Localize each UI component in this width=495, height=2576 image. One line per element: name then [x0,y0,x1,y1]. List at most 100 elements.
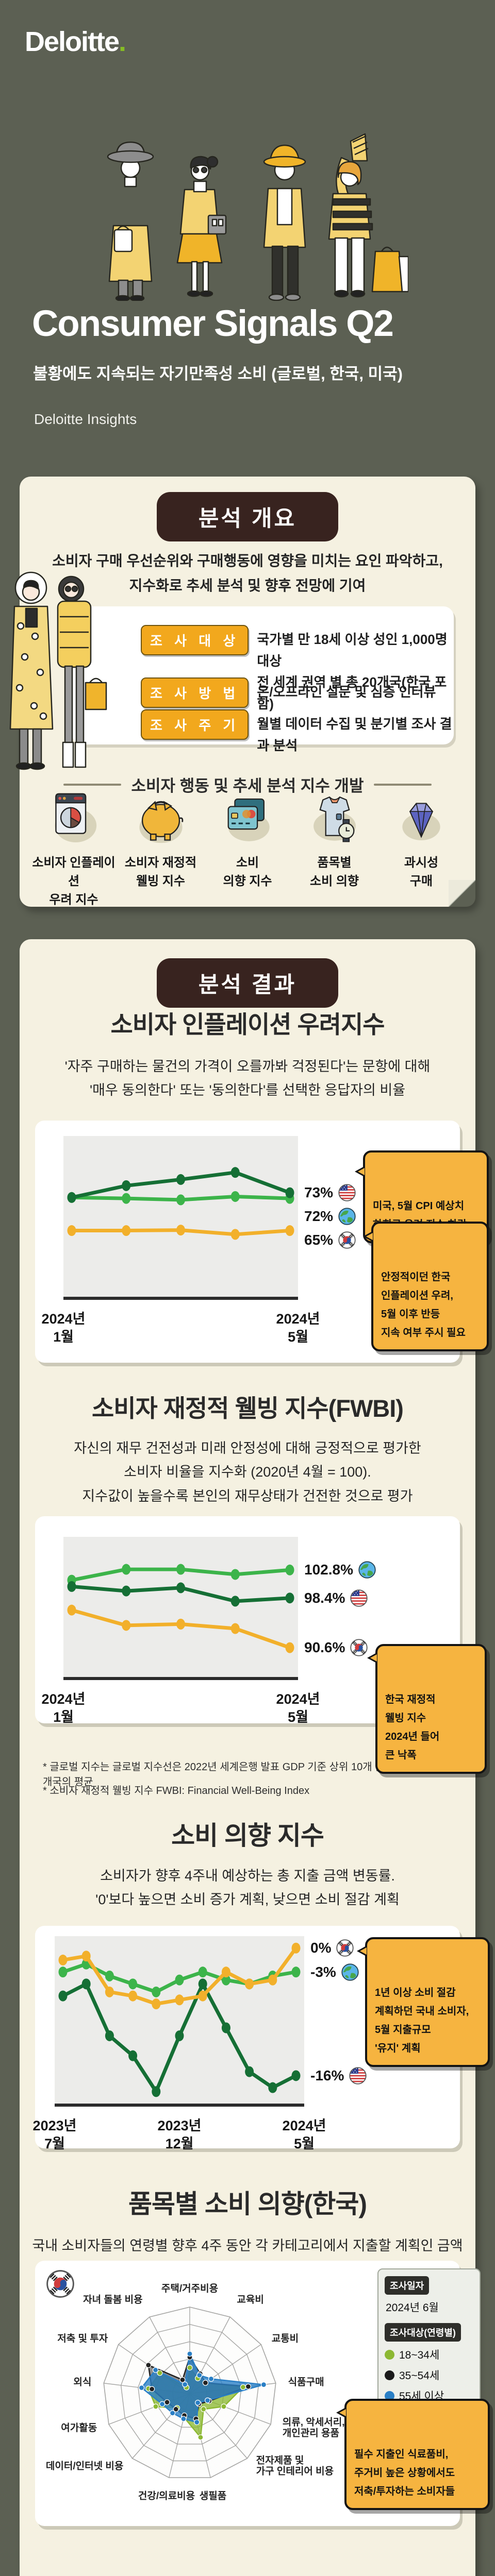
series-end-label: 65% [304,1229,356,1251]
svg-text:전자제품 및가구 인테리어 비용: 전자제품 및 가구 인테리어 비용 [256,2455,334,2477]
index-conspicuous: 과시성 구매 [378,786,464,909]
bubble-tail-icon [355,1166,365,1177]
s1-desc: '자주 구매하는 물건의 가격이 오를까봐 걱정된다'는 문항에 대해 '매우 … [64,1059,431,1098]
svg-text:저축 및 투자: 저축 및 투자 [57,2333,108,2344]
shirt-watch-icon [292,786,377,846]
s1-plot-area [63,1136,298,1300]
survey-target-text: 국가별 만 18세 이상 성인 1,000명 대상 전 세계 권역 별 총 20… [257,632,448,711]
svg-text:의류, 악세서리,개인관리 용품: 의류, 악세서리, 개인관리 용품 [283,2417,345,2439]
indices-divider-title: 소비자 행동 및 추세 분석 지수 개발 [20,773,475,796]
s2-x-axis: 2024년 1월 2024년 5월 [25,1690,337,1726]
x-axis-label: 2024년 1월 [41,1311,86,1345]
page-curl [449,880,475,907]
bubble-tail-icon [357,1945,367,1957]
s3-chart-card: 0% -3% -16% 2023년 7월 2023년 12월 2024년 5월 1년… [33,1926,490,2151]
x-axis-label: 2024년 5월 [276,1691,320,1725]
shoppers-illustration [107,133,408,301]
series-end-label: -3% [310,1961,359,1983]
page-title: Consumer Signals Q2 [32,303,394,344]
index-category-intent: 품목별 소비 의향 [292,786,377,909]
svg-text:생필품: 생필품 [200,2490,226,2502]
piggy-bank-icon [118,786,204,846]
x-axis-label: 2024년 5월 [282,2118,326,2152]
survey-method-text: 온/오프라인 설문 및 심층 인터뷰 [257,684,436,700]
survey-target-badge: 조 사 대 상 [141,625,249,655]
korea-flag-icon [45,2269,75,2299]
diamond-icon [378,786,464,846]
bubble-tail-icon [363,1231,373,1242]
s2-callout-kr: 한국 재정적 웰빙 지수 2024년 들어 큰 낙폭 [367,1644,487,1774]
s3-callout-kr: 1년 이상 소비 절감 계획하던 국내 소비자, 5월 지출규모 '유지' 계획 [357,1937,490,2067]
overview-badge: 분석 개요 [157,492,338,541]
radar-legend: 조사일자 2024년 6월 조사대상(연령별) 18~34세 35~54세 55… [377,2268,481,2411]
inflation-meter-icon [31,786,117,846]
s2-footnote-2: * 소비자 재정적 웰빙 지수 FWBI: Financial Well-Bei… [43,1785,310,1797]
x-axis-label: 2023년 12월 [157,2118,202,2152]
s2-chart-card: 102.8% 98.4% 90.6% 2024년 1월 2024년 5월 한국 재… [35,1516,487,1774]
credit-card-icon [205,786,290,846]
s3-x-axis: 2023년 7월 2023년 12월 2024년 5월 [16,2117,343,2153]
logo-green-dot-icon: . [119,26,126,57]
deloitte-logo: Deloitte. [25,26,126,57]
s1-chart-card: 73% 72% 65% 2024년 1월 2024년 5월 미국, 5월 CPI … [35,1121,489,1363]
survey-date-badge: 조사일자 [385,2276,430,2295]
series-end-label: -16% [310,2065,367,2087]
svg-text:외식: 외식 [73,2376,91,2387]
svg-text:자녀 돌봄 비용: 자녀 돌봄 비용 [83,2294,142,2306]
x-axis-label: 2024년 5월 [276,1311,320,1345]
x-axis-label: 2023년 7월 [32,2118,77,2152]
s4-callout: 필수 지출인 식료품비, 주거비 높은 상황에서도 저축/투자하는 소비자들 [336,2399,490,2510]
s2-title: 소비자 재정적 웰빙 지수(FWBI) [92,1395,404,1422]
s5-title: 과시성 구매 [20,2570,475,2576]
svg-text:여가활동: 여가활동 [61,2422,97,2434]
s3-title: 소비 의향 지수 [171,1821,324,1850]
s4-desc: 국내 소비자들의 연령별 향후 4주 동안 각 카테고리에서 지출할 계획인 금… [32,2238,463,2253]
series-end-label: 72% [304,1206,356,1227]
s4-title: 품목별 소비 의향(한국) [128,2190,367,2218]
series-end-label: 102.8% [304,1559,376,1581]
legend-item-18-34: 18~34세 [385,2347,473,2362]
bubble-tail-icon [367,1652,377,1664]
survey-target-age-badge: 조사대상(연령별) [385,2323,461,2342]
survey-cycle-text: 월별 데이터 수집 및 분기별 조사 결과 분석 [257,716,452,753]
overview-intro: 소비자 구매 우선순위와 구매행동에 영향을 미치는 요인 파악하고, 지수화로… [52,553,443,594]
indices-row: 소비자 인플레이션 우려 지수 소비자 재정적 웰빙 지수 [31,786,464,909]
survey-row-target: 조 사 대 상 국가별 만 18세 이상 성인 1,000명 대상 전 세계 권… [141,625,454,715]
s2-plot-area [63,1537,298,1680]
svg-text:데이터/인터넷 비용: 데이터/인터넷 비용 [46,2461,123,2472]
s2-footnote-1: * 글로벌 지수는 글로벌 지수선은 2022년 세계은행 발표 GDP 기준 … [43,1761,468,1788]
s1-x-axis: 2024년 1월 2024년 5월 [25,1310,337,1346]
s3-desc: 소비자가 향후 4주내 예상하는 총 지출 금액 변동률. '0'보다 높으면 … [95,1868,400,1908]
s1-callout-kr: 안정적이던 한국 인플레이션 우려, 5월 이후 반등 지속 여부 주시 필요 [363,1222,489,1351]
series-end-label: 73% [304,1182,356,1204]
series-end-label: 0% [310,1937,354,1959]
s2-desc: 자신의 재무 건전성과 미래 안정성에 대해 긍정적으로 평가한 소비자 비율을… [74,1440,421,1504]
index-wellbeing: 소비자 재정적 웰빙 지수 [118,786,204,909]
legend-item-35-54: 35~54세 [385,2367,473,2383]
series-end-label: 98.4% [304,1587,368,1609]
svg-text:식품구매: 식품구매 [288,2376,324,2387]
survey-info-card: 조 사 대 상 국가별 만 18세 이상 성인 1,000명 대상 전 세계 권… [72,606,454,753]
s1-title: 소비자 인플레이션 우려지수 [110,1011,385,1038]
svg-text:교통비: 교통비 [272,2333,299,2344]
x-axis-label: 2024년 1월 [41,1691,86,1725]
survey-cycle-badge: 조 사 주 기 [141,709,249,740]
survey-row-cycle: 조 사 주 기 월별 데이터 수집 및 분기별 조사 결과 분석 [141,709,454,756]
survey-row-method: 조 사 방 법 온/오프라인 설문 및 심층 인터뷰 [141,677,436,708]
index-spending-intent: 소비 의향 지수 [205,786,290,909]
two-women-illustration [9,571,107,770]
s3-plot-area [55,1936,304,2107]
svg-text:교육비: 교육비 [237,2294,263,2306]
results-badge: 분석 결과 [157,958,338,1008]
overview-card: 분석 개요 소비자 구매 우선순위와 구매행동에 영향을 미치는 요인 파악하고… [9,477,475,909]
page-subtitle: 불황에도 지속되는 자기만족성 소비 (글로벌, 한국, 미국) [33,365,403,383]
svg-text:건강/의료비용: 건강/의료비용 [138,2490,195,2502]
survey-method-badge: 조 사 방 법 [141,677,249,708]
survey-date-value: 2024년 6월 [386,2302,439,2314]
svg-text:주택/거주비용: 주택/거주비용 [161,2283,218,2294]
series-end-label: 90.6% [304,1637,368,1658]
bubble-tail-icon [336,2407,346,2418]
